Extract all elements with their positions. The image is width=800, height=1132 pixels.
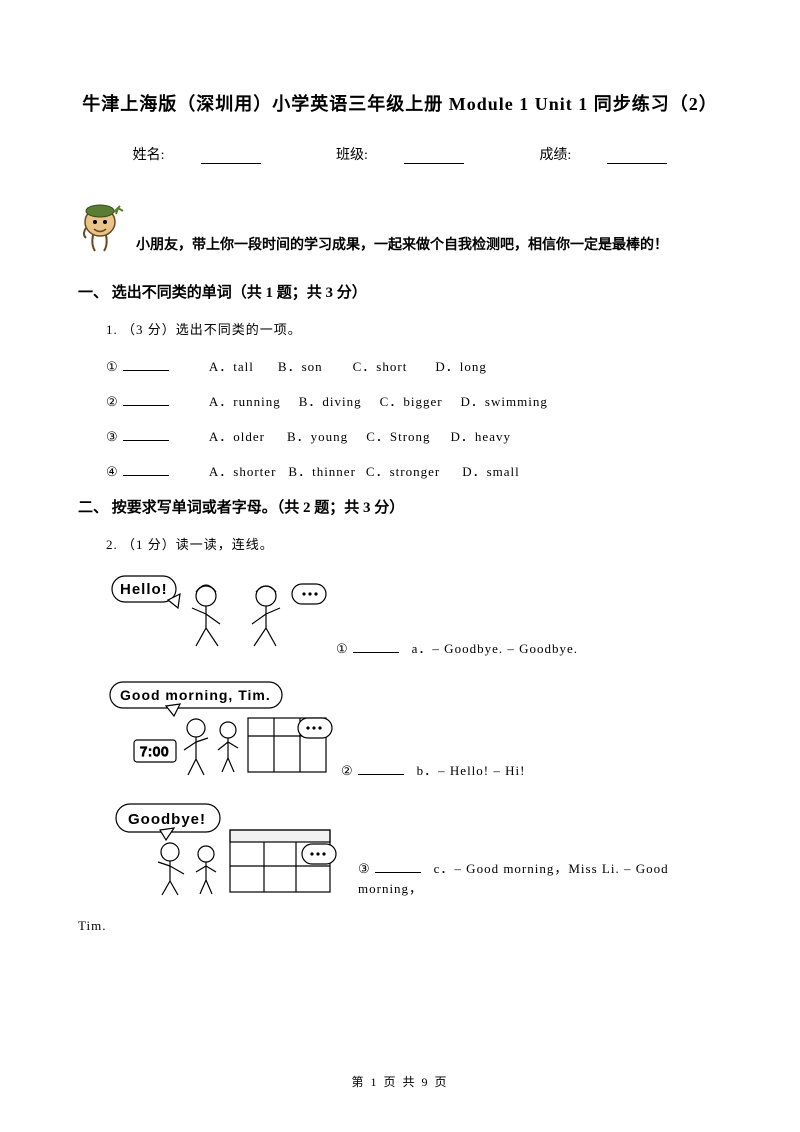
option-row: ① A．tall B．son C．short D．long — [106, 356, 722, 375]
option: A．older — [209, 426, 265, 445]
page-title: 牛津上海版（深圳用）小学英语三年级上册 Module 1 Unit 1 同步练习… — [78, 90, 722, 116]
score-label: 成绩: — [539, 148, 571, 163]
match-marker: ② — [341, 761, 354, 781]
row-marker: ③ — [106, 429, 119, 445]
match-row: Hello! ① a．– Goodbye. – Goodbye. — [106, 570, 722, 664]
option: D．small — [462, 461, 520, 480]
option: C．short — [353, 356, 408, 375]
option: D．heavy — [451, 426, 511, 445]
row-marker: ① — [106, 359, 119, 375]
answer-blank[interactable] — [123, 429, 169, 441]
answer-blank[interactable] — [353, 641, 399, 653]
option: B．diving — [299, 391, 362, 410]
answer-blank[interactable] — [123, 359, 169, 371]
row-marker: ④ — [106, 464, 119, 480]
class-label: 班级: — [336, 148, 368, 163]
section1-heading: 一、 选出不同类的单词（共 1 题；共 3 分） — [78, 281, 722, 302]
bubble-text: Good morning, Tim. — [120, 687, 271, 703]
option: A．running — [209, 391, 281, 410]
option: A．shorter — [209, 461, 277, 480]
option: A．tall — [209, 356, 254, 375]
class-blank[interactable] — [404, 150, 464, 164]
q2-text: 2. （1 分）读一读，连线。 — [106, 535, 722, 555]
q1-text: 1. （3 分）选出不同类的一项。 — [106, 320, 722, 340]
match-row: Goodbye! ③ c．– Good mor — [106, 800, 722, 904]
bubble-text: Goodbye! — [128, 811, 206, 828]
score-blank[interactable] — [607, 150, 667, 164]
option-row: ③ A．older B．young C．Strong D．heavy — [106, 426, 722, 445]
option: B．son — [278, 356, 323, 375]
match-marker: ③ — [358, 859, 371, 879]
match-image-1: Hello! — [106, 570, 336, 664]
option: C．stronger — [366, 461, 440, 480]
answer-blank[interactable] — [358, 763, 404, 775]
intro-row: 小朋友，带上你一段时间的学习成果，一起来做个自我检测吧，相信你一定是最棒的！ — [78, 198, 722, 259]
match-row: Good morning, Tim. 7:00 ② — [106, 678, 722, 786]
option: B．thinner — [288, 461, 356, 480]
match-marker: ① — [336, 639, 349, 659]
row-marker: ② — [106, 394, 119, 410]
option: C．Strong — [366, 426, 430, 445]
option: D．swimming — [461, 391, 548, 410]
match-answer: a．– Goodbye. – Goodbye. — [412, 641, 578, 656]
answer-blank[interactable] — [375, 861, 421, 873]
name-label: 姓名: — [133, 148, 165, 163]
student-info-line: 姓名: 班级: 成绩: — [78, 144, 722, 164]
section2-heading: 二、 按要求写单词或者字母。（共 2 题；共 3 分） — [78, 496, 722, 517]
intro-text: 小朋友，带上你一段时间的学习成果，一起来做个自我检测吧，相信你一定是最棒的！ — [136, 235, 668, 259]
option-row: ② A．running B．diving C．bigger D．swimming — [106, 391, 722, 410]
name-blank[interactable] — [201, 150, 261, 164]
option-row: ④ A．shorter B．thinner C．stronger D．small — [106, 461, 722, 480]
match-image-3: Goodbye! — [106, 800, 358, 904]
clock-time: 7:00 — [140, 744, 169, 759]
option: D．long — [435, 356, 487, 375]
bubble-text: Hello! — [120, 581, 168, 598]
option: B．young — [287, 426, 348, 445]
match-image-2: Good morning, Tim. 7:00 — [106, 678, 341, 786]
page-footer: 第 1 页 共 9 页 — [0, 1073, 800, 1090]
answer-tail: Tim. — [78, 918, 722, 934]
answer-blank[interactable] — [123, 464, 169, 476]
option: C．bigger — [380, 391, 443, 410]
answer-blank[interactable] — [123, 394, 169, 406]
mascot-icon — [78, 198, 128, 259]
match-answer: b．– Hello! – Hi! — [417, 763, 526, 778]
